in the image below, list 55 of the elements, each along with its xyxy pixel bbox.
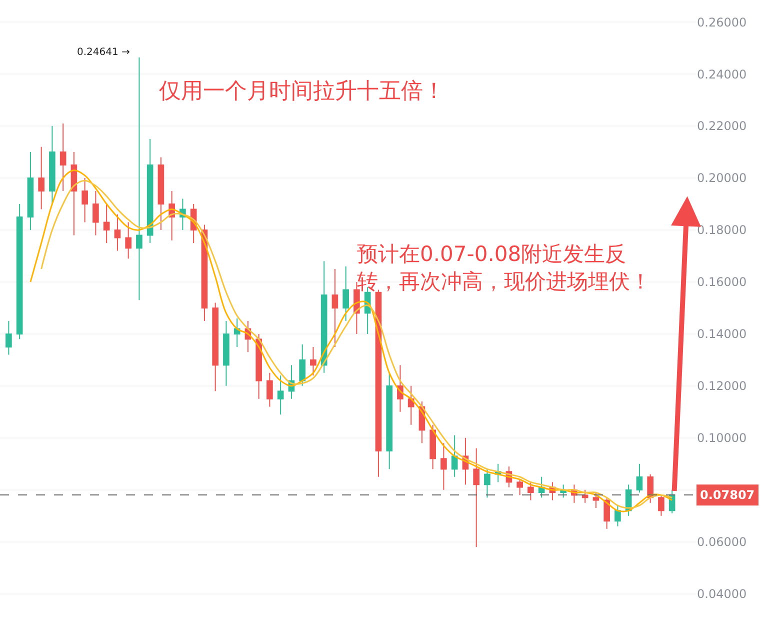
candlestick	[320, 260, 328, 374]
candlestick	[146, 138, 154, 244]
candlestick	[408, 385, 414, 426]
candlestick	[516, 478, 523, 496]
candlestick	[299, 344, 306, 386]
candlestick	[484, 468, 490, 498]
y-tick-label: 0.24000	[697, 67, 747, 82]
candlestick	[332, 268, 338, 348]
candlestick	[82, 178, 88, 223]
candlestick	[158, 156, 164, 230]
y-tick-label: 0.14000	[697, 327, 747, 342]
candlestick	[92, 190, 99, 236]
candlestick	[27, 152, 34, 230]
candlestick	[592, 492, 600, 509]
candlestick	[70, 152, 78, 236]
y-tick-label: 0.12000	[697, 379, 747, 394]
y-tick-label: 0.16000	[697, 275, 747, 290]
candlestick	[16, 204, 23, 340]
candlestick	[256, 333, 262, 400]
annotation: 0.24641 →	[77, 47, 130, 58]
y-tick-label: 0.10000	[697, 431, 747, 446]
y-tick-label: 0.06000	[697, 535, 747, 550]
candlestick	[223, 320, 230, 386]
candlestick	[310, 346, 316, 376]
candlestick	[38, 146, 44, 210]
annotation: 预计在0.07-0.08附近发生反转，再次冲高，现价进场埋伏！	[357, 242, 651, 294]
candlestick	[451, 434, 458, 478]
candlestick	[528, 482, 534, 501]
candlestick	[60, 122, 66, 192]
candlestick	[6, 320, 12, 356]
candlestick	[614, 504, 621, 527]
candlestick	[103, 204, 110, 244]
candlestick	[125, 222, 132, 260]
y-tick-label: 0.26000	[697, 15, 747, 30]
candlestick	[266, 372, 273, 408]
candlestick	[636, 463, 643, 493]
candlestick	[386, 372, 392, 470]
y-tick-label: 0.18000	[697, 223, 747, 238]
candlestick	[430, 424, 436, 470]
candlestick	[136, 56, 142, 301]
candlestick	[342, 266, 349, 322]
candlestick	[473, 448, 480, 548]
candlestick	[440, 442, 447, 490]
y-tick-label: 0.20000	[697, 171, 747, 186]
candlestick	[49, 126, 56, 204]
candlestick	[658, 494, 664, 516]
candlestick	[604, 497, 610, 530]
candlestick	[114, 214, 121, 252]
annotation: 仅用一个月时间拉升十五倍！	[159, 79, 445, 104]
candlestick	[277, 375, 284, 416]
ref-line-label: 0.07807	[700, 488, 755, 502]
y-tick-label: 0.22000	[697, 119, 747, 134]
candlestick	[212, 302, 218, 392]
candlestick	[234, 318, 240, 348]
y-tick-label: 0.04000	[697, 587, 747, 602]
